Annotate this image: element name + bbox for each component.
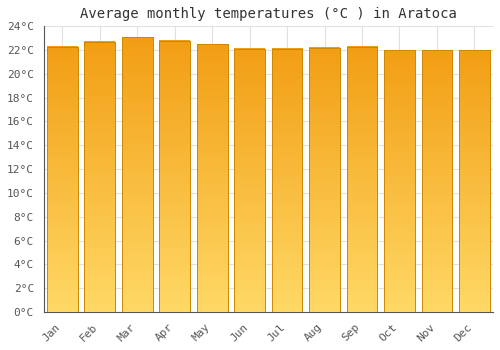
- Title: Average monthly temperatures (°C ) in Aratoca: Average monthly temperatures (°C ) in Ar…: [80, 7, 457, 21]
